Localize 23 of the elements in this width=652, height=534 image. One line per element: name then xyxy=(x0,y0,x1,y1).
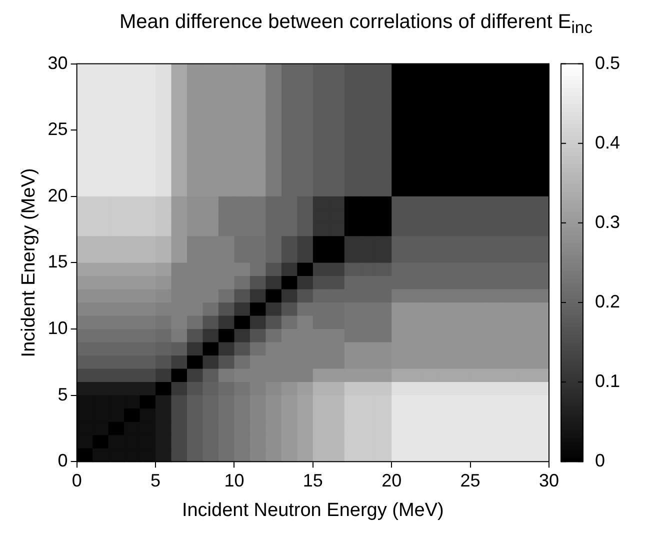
y-tick-label: 15 xyxy=(48,252,68,272)
y-tick-label: 30 xyxy=(48,52,68,73)
y-tick-label: 10 xyxy=(48,318,68,338)
x-tick-label: 25 xyxy=(460,470,480,490)
x-axis-title: Incident Neutron Energy (MeV) xyxy=(182,500,444,521)
color-bar-label: 0.1 xyxy=(595,371,620,392)
x-tick-label: 0 xyxy=(72,470,82,490)
x-tick-label: 10 xyxy=(224,470,244,490)
x-tick-label: 15 xyxy=(302,470,323,490)
x-tick-label: 20 xyxy=(382,470,402,490)
y-axis-title: Incident Energy (MeV) xyxy=(18,168,40,358)
y-tick-label: 0 xyxy=(58,450,68,471)
y-tick-label: 20 xyxy=(48,185,68,206)
color-bar-label: 0.3 xyxy=(595,212,620,232)
x-tick-label: 30 xyxy=(538,470,560,490)
color-bar-label: 0.4 xyxy=(595,132,620,152)
x-tick-label: 5 xyxy=(150,470,161,490)
color-bar-label: 0.2 xyxy=(595,291,620,312)
y-tick-label: 5 xyxy=(58,384,68,404)
color-bar-label: 0 xyxy=(595,450,606,471)
chart-title: Mean difference between correlations of different E$_{inc}$ xyxy=(118,10,594,39)
color-bar-label: 0.5 xyxy=(595,52,620,73)
y-tick-label: 25 xyxy=(48,119,68,140)
